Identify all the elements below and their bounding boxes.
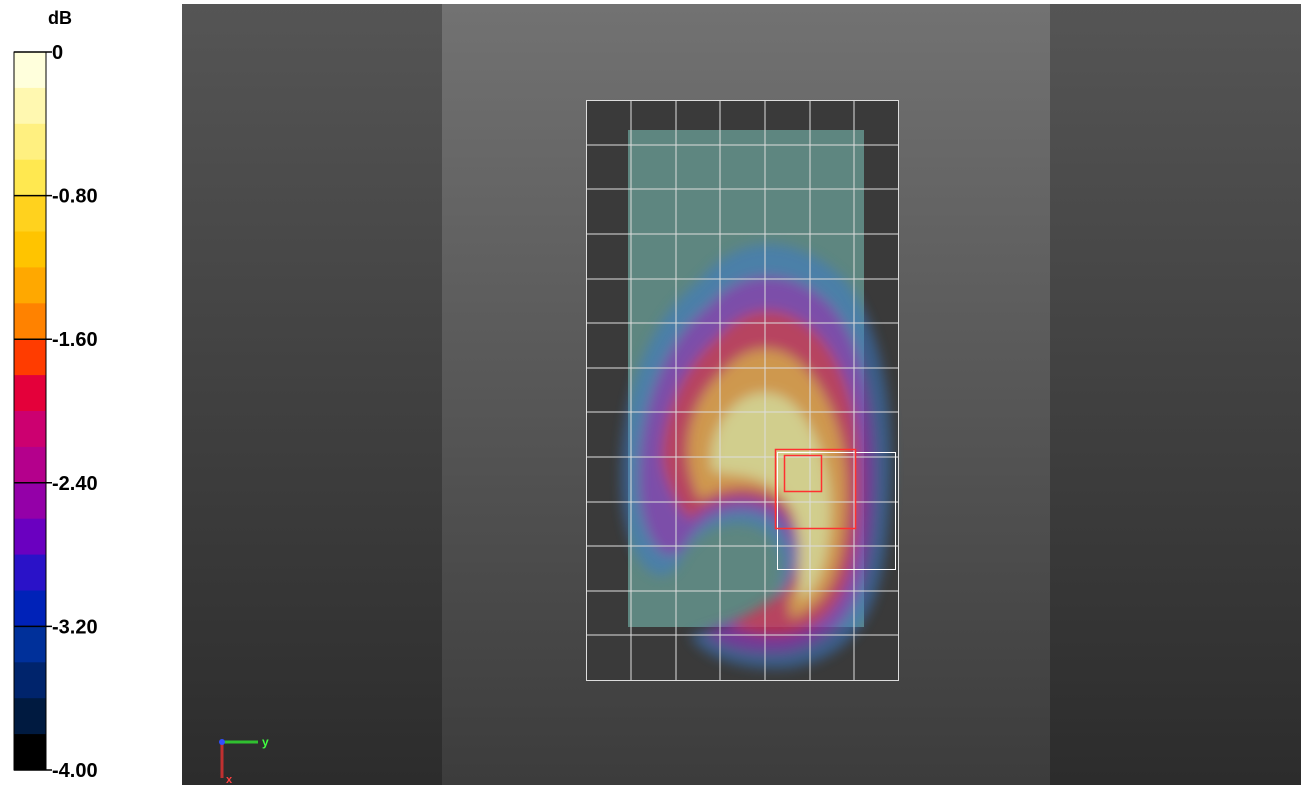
color-band bbox=[14, 734, 46, 771]
color-band bbox=[14, 52, 46, 89]
color-band bbox=[14, 87, 46, 125]
tick-label: -2.40 bbox=[52, 473, 98, 495]
color-band bbox=[14, 375, 46, 412]
color-band bbox=[14, 626, 46, 663]
viewport: y x bbox=[182, 4, 1301, 786]
color-band bbox=[14, 267, 46, 304]
color-band bbox=[14, 590, 46, 627]
color-band bbox=[14, 339, 46, 376]
color-band bbox=[14, 554, 46, 591]
tick-label: -1.60 bbox=[52, 329, 98, 351]
color-band bbox=[14, 662, 46, 699]
color-band bbox=[14, 518, 46, 556]
color-band bbox=[14, 411, 46, 448]
color-band bbox=[14, 159, 46, 197]
tick-label: -0.80 bbox=[52, 186, 98, 208]
color-band bbox=[14, 195, 46, 232]
tick-label: 0 bbox=[52, 42, 63, 64]
scan-grid bbox=[586, 100, 899, 681]
unit-label: dB bbox=[48, 8, 72, 28]
color-band bbox=[14, 123, 46, 161]
color-band bbox=[14, 303, 46, 340]
tick-label: -4.00 bbox=[52, 760, 98, 782]
color-band bbox=[14, 698, 46, 735]
axis-triad: y x bbox=[219, 735, 269, 786]
axis-label: y bbox=[262, 735, 269, 749]
axis-label: x bbox=[226, 774, 233, 785]
colorbar: dB 0 -0.80 -1.60 -2.40 -3.20 -4.00 bbox=[13, 8, 98, 782]
color-band bbox=[14, 446, 46, 484]
color-band bbox=[14, 231, 46, 268]
color-band bbox=[14, 482, 46, 520]
tick-label: -3.20 bbox=[52, 616, 98, 638]
field-map bbox=[621, 244, 892, 669]
